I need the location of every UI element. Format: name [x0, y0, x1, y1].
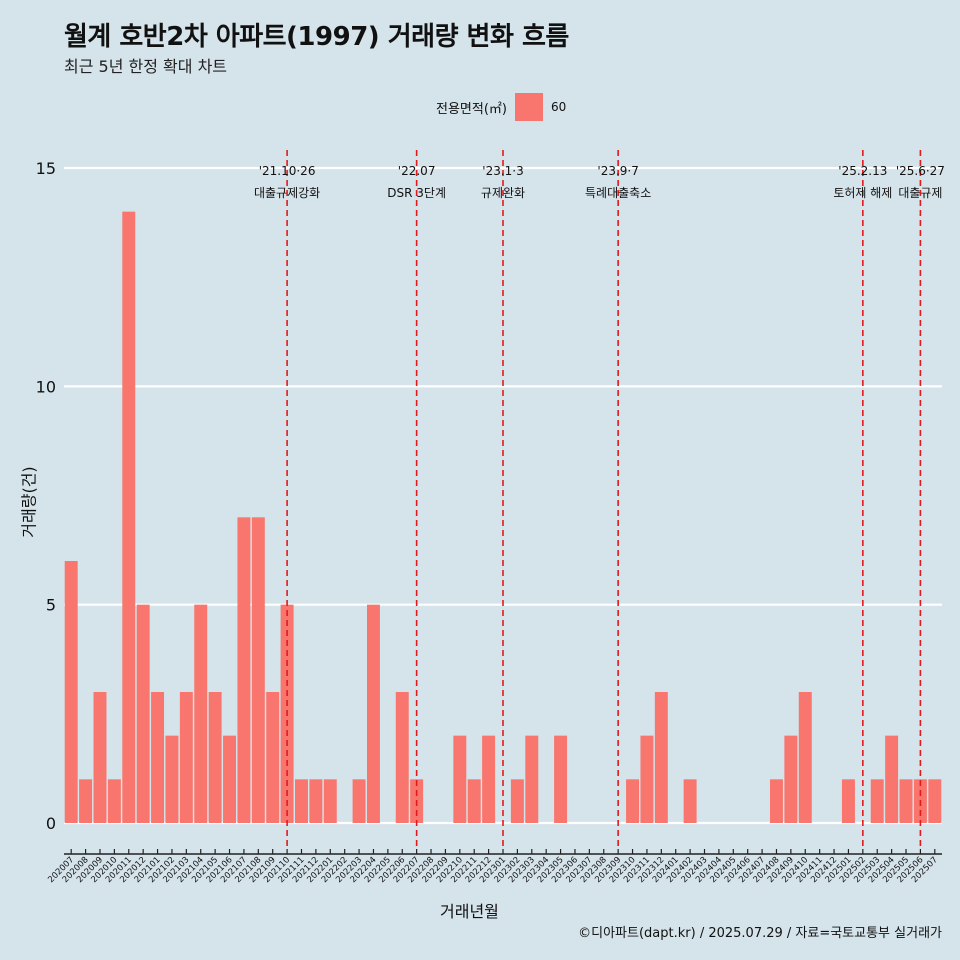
event-date-label: '22.07: [398, 164, 436, 178]
bar: [136, 604, 150, 823]
bar: [223, 735, 237, 823]
y-tick-label: 5: [46, 596, 56, 615]
bar: [885, 735, 899, 823]
y-tick-label: 10: [36, 377, 56, 396]
bar: [179, 692, 193, 823]
event-name-label: 대출규제: [898, 186, 942, 200]
bar: [899, 779, 913, 823]
event-date-label: '23.9·7: [597, 164, 638, 178]
event-name-label: 특례대출축소: [585, 186, 651, 200]
bar: [122, 211, 136, 823]
bar: [640, 735, 654, 823]
bar: [151, 692, 165, 823]
bar: [870, 779, 884, 823]
event-name-label: 규제완화: [481, 186, 525, 200]
legend-key-swatch: [514, 93, 543, 121]
chart-subtitle: 최근 5년 한정 확대 차트: [64, 57, 228, 76]
bar: [309, 779, 323, 823]
source-caption: ©디아파트(dapt.kr) / 2025.07.29 / 자료=국토교통부 실…: [578, 926, 942, 941]
bar: [366, 604, 380, 823]
event-date-label: '25.6·27: [896, 164, 945, 178]
bar: [352, 779, 366, 823]
bar: [237, 517, 251, 823]
event-name-label: 토허제 해제: [833, 186, 892, 200]
bar: [626, 779, 640, 823]
bar: [769, 779, 783, 823]
bar: [467, 779, 481, 823]
bar: [323, 779, 337, 823]
y-tick-label: 15: [36, 159, 56, 178]
bar: [93, 692, 107, 823]
bar: [79, 779, 93, 823]
bar: [841, 779, 855, 823]
y-axis-label: 거래량(건): [19, 466, 39, 538]
bar: [251, 517, 265, 823]
bar: [194, 604, 208, 823]
bar: [395, 692, 409, 823]
bar: [208, 692, 222, 823]
event-date-label: '25.2.13: [838, 164, 887, 178]
bar: [295, 779, 308, 823]
event-name-label: DSR 3단계: [387, 186, 446, 200]
bar: [64, 561, 78, 823]
event-date-label: '23.1·3: [482, 164, 523, 178]
legend-title: 전용면적(㎡): [436, 101, 507, 117]
legend: 전용면적(㎡) 60: [436, 93, 566, 121]
event-name-label: 대출규제강화: [254, 186, 320, 200]
x-axis-label: 거래년월: [440, 902, 499, 921]
bar: [510, 779, 524, 823]
bar: [928, 779, 942, 823]
bar: [266, 692, 280, 823]
y-tick-label: 0: [46, 814, 56, 833]
chart-title: 월계 호반2차 아파트(1997) 거래량 변화 흐름: [64, 22, 569, 52]
legend-key-label: 60: [550, 100, 567, 114]
event-date-label: '21.10·26: [259, 164, 316, 178]
bar: [784, 735, 798, 823]
bar: [798, 692, 812, 823]
bar: [482, 735, 496, 823]
bar: [107, 779, 121, 823]
bar: [525, 735, 539, 823]
bar: [554, 735, 568, 823]
bar: [654, 692, 668, 823]
bar: [453, 735, 467, 823]
bar: [165, 735, 179, 823]
bar: [683, 779, 697, 823]
